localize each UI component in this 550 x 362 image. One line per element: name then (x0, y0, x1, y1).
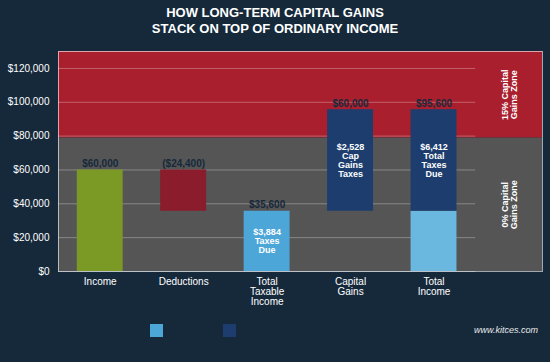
svg-text:$35,600: $35,600 (249, 199, 286, 210)
svg-text:$80,000: $80,000 (13, 130, 50, 141)
svg-text:$40,000: $40,000 (13, 198, 50, 209)
svg-text:TotalIncome: TotalIncome (418, 276, 451, 297)
svg-text:$120,000: $120,000 (8, 63, 50, 74)
svg-text:$2,528CapGainsTaxes: $2,528CapGainsTaxes (337, 142, 365, 179)
svg-text:CapitalGains: CapitalGains (335, 276, 366, 297)
svg-text:$60,000: $60,000 (82, 158, 119, 169)
svg-text:$6,412TotalTaxesDue: $6,412TotalTaxesDue (420, 142, 448, 179)
svg-text:Income: Income (84, 276, 117, 287)
html-text:HOW LONG-TERM CAPITAL GAINS: HOW LONG-TERM CAPITAL GAINS (166, 5, 384, 20)
svg-text:$60,000: $60,000 (332, 98, 369, 109)
svg-text:0% CapitalGains Zone: 0% CapitalGains Zone (500, 180, 519, 229)
svg-text:$60,000: $60,000 (13, 164, 50, 175)
svg-text:Deductions: Deductions (159, 276, 209, 287)
svg-text:$0: $0 (38, 266, 50, 277)
svg-text:$20,000: $20,000 (13, 232, 50, 243)
svg-text:15% CapitalGains Zone: 15% CapitalGains Zone (500, 69, 519, 120)
svg-text:$100,000: $100,000 (8, 96, 50, 107)
svg-text:TotalTaxableIncome: TotalTaxableIncome (250, 276, 285, 307)
svg-text:($24,400): ($24,400) (162, 158, 205, 169)
svg-text:$3,884TaxesDue: $3,884TaxesDue (253, 227, 281, 255)
svg-text:$95,600: $95,600 (416, 98, 453, 109)
html-text:www.kitces.com: www.kitces.com (474, 325, 538, 335)
html-text:STACK ON TOP OF ORDINARY INCOM: STACK ON TOP OF ORDINARY INCOME (151, 21, 399, 36)
